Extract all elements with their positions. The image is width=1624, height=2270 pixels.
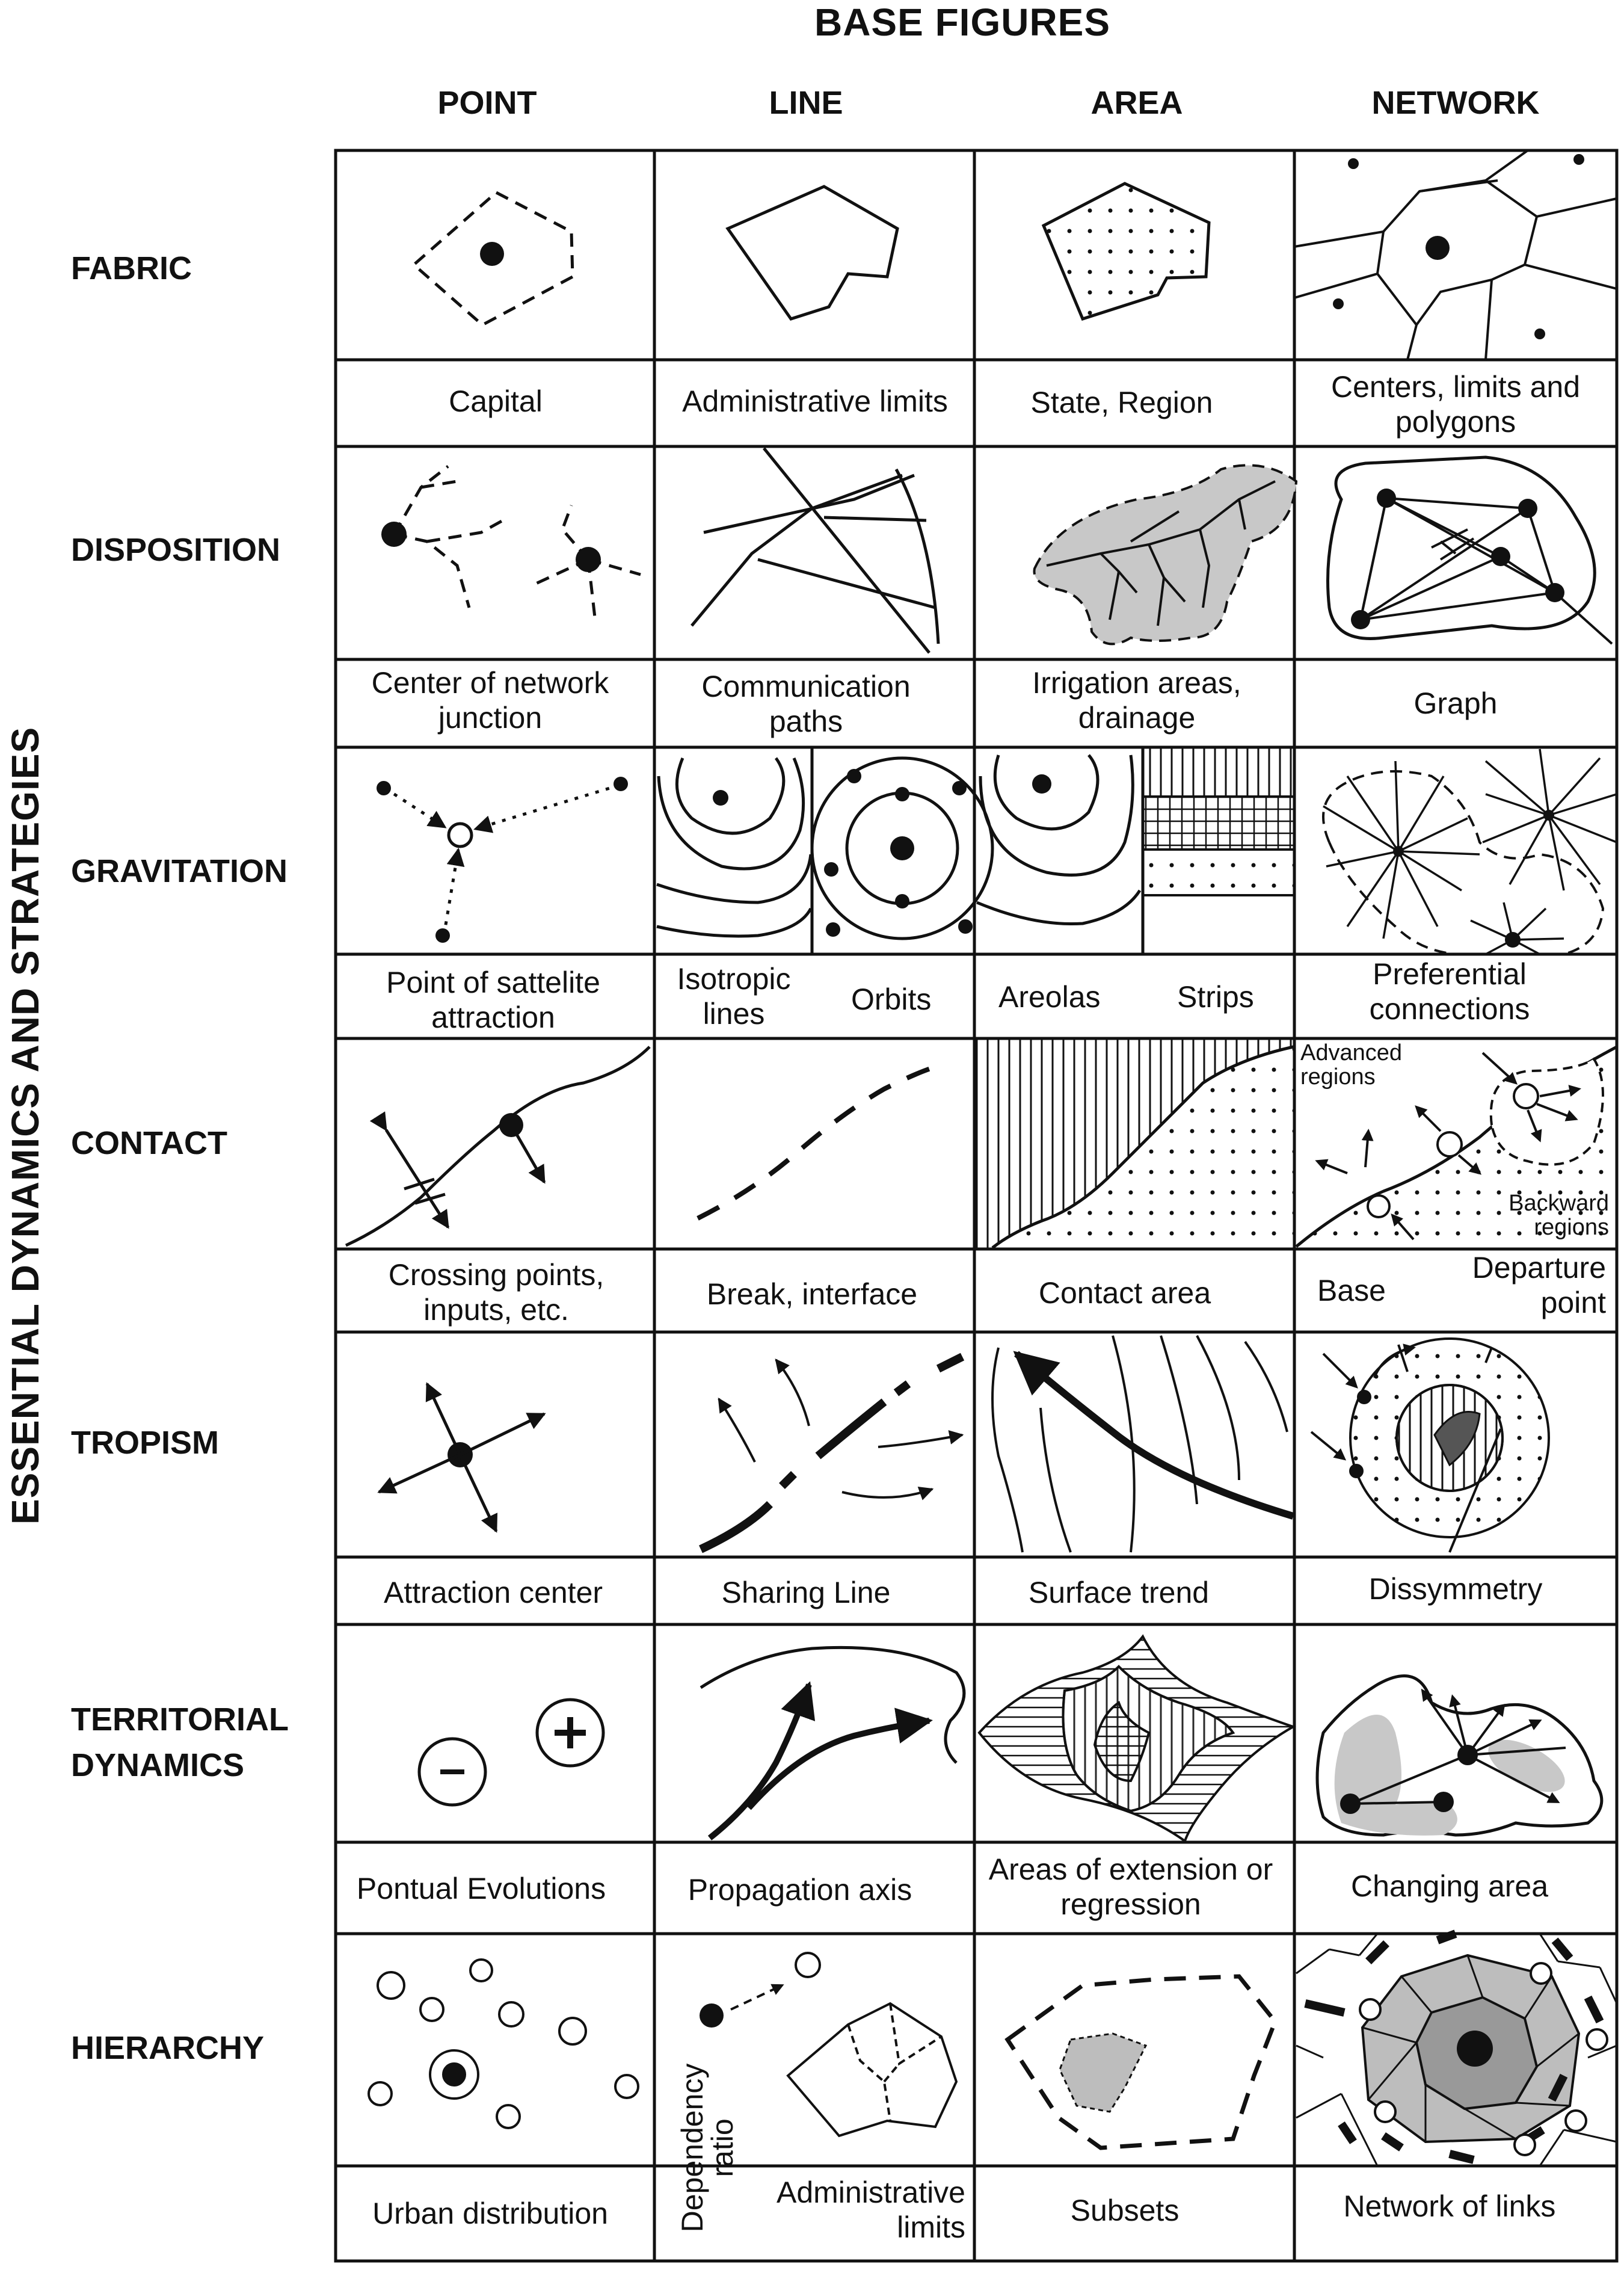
disposition-irrigation-symbol (1033, 464, 1298, 646)
caption-changing-area: Changing area (1350, 1869, 1549, 1903)
caption-state-region: State, Region (1030, 386, 1213, 419)
gravitation-satellite-symbol (377, 777, 628, 943)
fabric-network-polygons-symbol (1294, 149, 1617, 360)
column-header-area: AREA (1090, 85, 1183, 121)
tropism-dissymmetry-symbol (1310, 1337, 1550, 1553)
caption-administrative-limits: Administrative limits (682, 384, 948, 418)
contact-area-symbol (976, 1040, 1294, 1249)
gravitation-preferential-symbol (1322, 748, 1617, 955)
territorial-propagation-symbol (700, 1645, 966, 1840)
row-header-disposition: DISPOSITION (71, 532, 281, 568)
hierarchy-network-links-symbol (1296, 1929, 1618, 2167)
caption-hierarchy-admin-limits: Administrative limits (777, 2176, 965, 2244)
caption-subsets: Subsets (1070, 2194, 1180, 2227)
fabric-capital-symbol (411, 190, 574, 327)
caption-capital: Capital (449, 384, 543, 418)
caption-satellite-attraction: Point of sattelite attraction (386, 966, 600, 1034)
row-header-gravitation: GRAVITATION (71, 853, 288, 889)
note-advanced-regions: Advanced regions (1300, 1040, 1403, 1090)
disposition-communication-paths-symbol (691, 447, 940, 654)
grid-lines (334, 149, 1619, 2263)
caption-centers-limits-polygons: Centers, limits and polygons (1330, 370, 1581, 439)
hierarchy-urban-symbol (368, 1958, 639, 2129)
territorial-extension-symbol (977, 1634, 1296, 1843)
row-header-fabric: FABRIC (71, 250, 192, 286)
row-header-hierarchy: HIERARCHY (71, 2030, 265, 2066)
gravitation-isotropic-symbol (656, 757, 813, 938)
caption-irrigation-drainage: Irrigation areas, drainage (1032, 666, 1241, 735)
hierarchy-dependency-symbol (700, 1952, 958, 2138)
hierarchy-subsets-symbol (1004, 1974, 1278, 2150)
caption-surface-trend: Surface trend (1028, 1576, 1210, 1609)
caption-graph: Graph (1413, 686, 1498, 720)
fabric-state-region-symbol (1041, 182, 1211, 321)
caption-extension-regression: Areas of extension or regression (988, 1852, 1273, 1921)
territorial-changing-area-symbol (1315, 1674, 1604, 1837)
main-title: BASE FIGURES (814, 1, 1111, 44)
disposition-center-junction-symbol (381, 465, 641, 623)
note-backward-regions: Backward regions (1509, 1191, 1609, 1240)
caption-urban-distribution: Urban distribution (372, 2197, 608, 2230)
caption-strips: Strips (1177, 980, 1254, 1014)
gravitation-orbits-symbol (810, 756, 994, 940)
contact-network-symbol (1295, 1045, 1618, 1248)
tropism-surface-trend-symbol (991, 1335, 1294, 1553)
caption-contact-area: Contact area (1038, 1276, 1211, 1310)
caption-break-interface: Break, interface (706, 1277, 918, 1311)
gravitation-areolas-symbol (976, 754, 1142, 926)
column-header-line: LINE (769, 85, 843, 121)
caption-network-of-links: Network of links (1343, 2189, 1556, 2223)
row-header-territorial-dynamics: TERRITORIAL DYNAMICS (71, 1701, 289, 1783)
gravitation-strips-symbol (1144, 748, 1294, 896)
caption-dependency-ratio: Dependency ratio (675, 2063, 739, 2233)
caption-crossing-points: Crossing points, inputs, etc. (388, 1258, 604, 1327)
contact-crossing-symbol (345, 1046, 651, 1247)
contact-break-interface-symbol (697, 1066, 933, 1221)
caption-pontual-evolutions: Pontual Evolutions (356, 1872, 606, 1905)
column-header-point: POINT (437, 85, 537, 121)
territorial-pontual-symbol (417, 1698, 605, 1807)
row-header-tropism: TROPISM (71, 1425, 220, 1461)
tropism-attraction-symbol (377, 1382, 546, 1533)
caption-departure-point: Departure point (1472, 1251, 1606, 1319)
caption-sharing-line: Sharing Line (721, 1576, 891, 1609)
caption-preferential-connections: Preferential connections (1369, 957, 1530, 1026)
caption-areolas: Areolas (998, 980, 1101, 1014)
caption-communication-paths: Communication paths (701, 670, 911, 738)
caption-orbits: Orbits (851, 982, 932, 1016)
fabric-admin-limits-symbol (725, 185, 899, 321)
caption-isotropic-lines: Isotropic lines (677, 962, 791, 1031)
caption-base: Base (1317, 1274, 1386, 1307)
caption-center-junction: Center of network junction (371, 666, 609, 735)
caption-dissymmetry: Dissymmetry (1368, 1572, 1543, 1606)
caption-attraction-center: Attraction center (383, 1576, 603, 1609)
disposition-graph-symbol (1326, 455, 1613, 645)
caption-propagation-axis: Propagation axis (687, 1873, 912, 1907)
column-header-network: NETWORK (1371, 85, 1540, 121)
row-header-contact: CONTACT (71, 1125, 227, 1161)
tropism-sharing-line-symbol (699, 1352, 965, 1553)
